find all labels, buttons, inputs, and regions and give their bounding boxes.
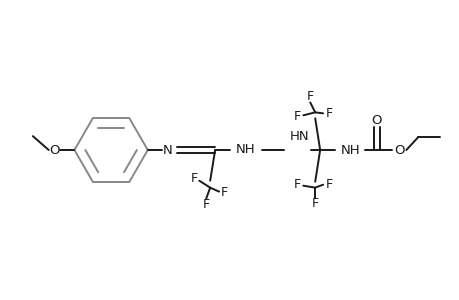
- Text: F: F: [190, 172, 197, 185]
- Text: O: O: [370, 114, 381, 127]
- Text: F: F: [325, 178, 332, 191]
- Text: F: F: [220, 186, 227, 199]
- Text: N: N: [162, 143, 172, 157]
- Text: HN: HN: [289, 130, 308, 142]
- Text: F: F: [293, 178, 300, 191]
- Text: F: F: [325, 107, 332, 120]
- Text: O: O: [393, 143, 404, 157]
- Text: NH: NH: [340, 143, 360, 157]
- Text: O: O: [49, 143, 60, 157]
- Text: F: F: [306, 90, 313, 103]
- Text: NH: NH: [235, 142, 255, 155]
- Text: F: F: [202, 198, 209, 211]
- Text: F: F: [311, 197, 318, 210]
- Text: F: F: [293, 110, 300, 123]
